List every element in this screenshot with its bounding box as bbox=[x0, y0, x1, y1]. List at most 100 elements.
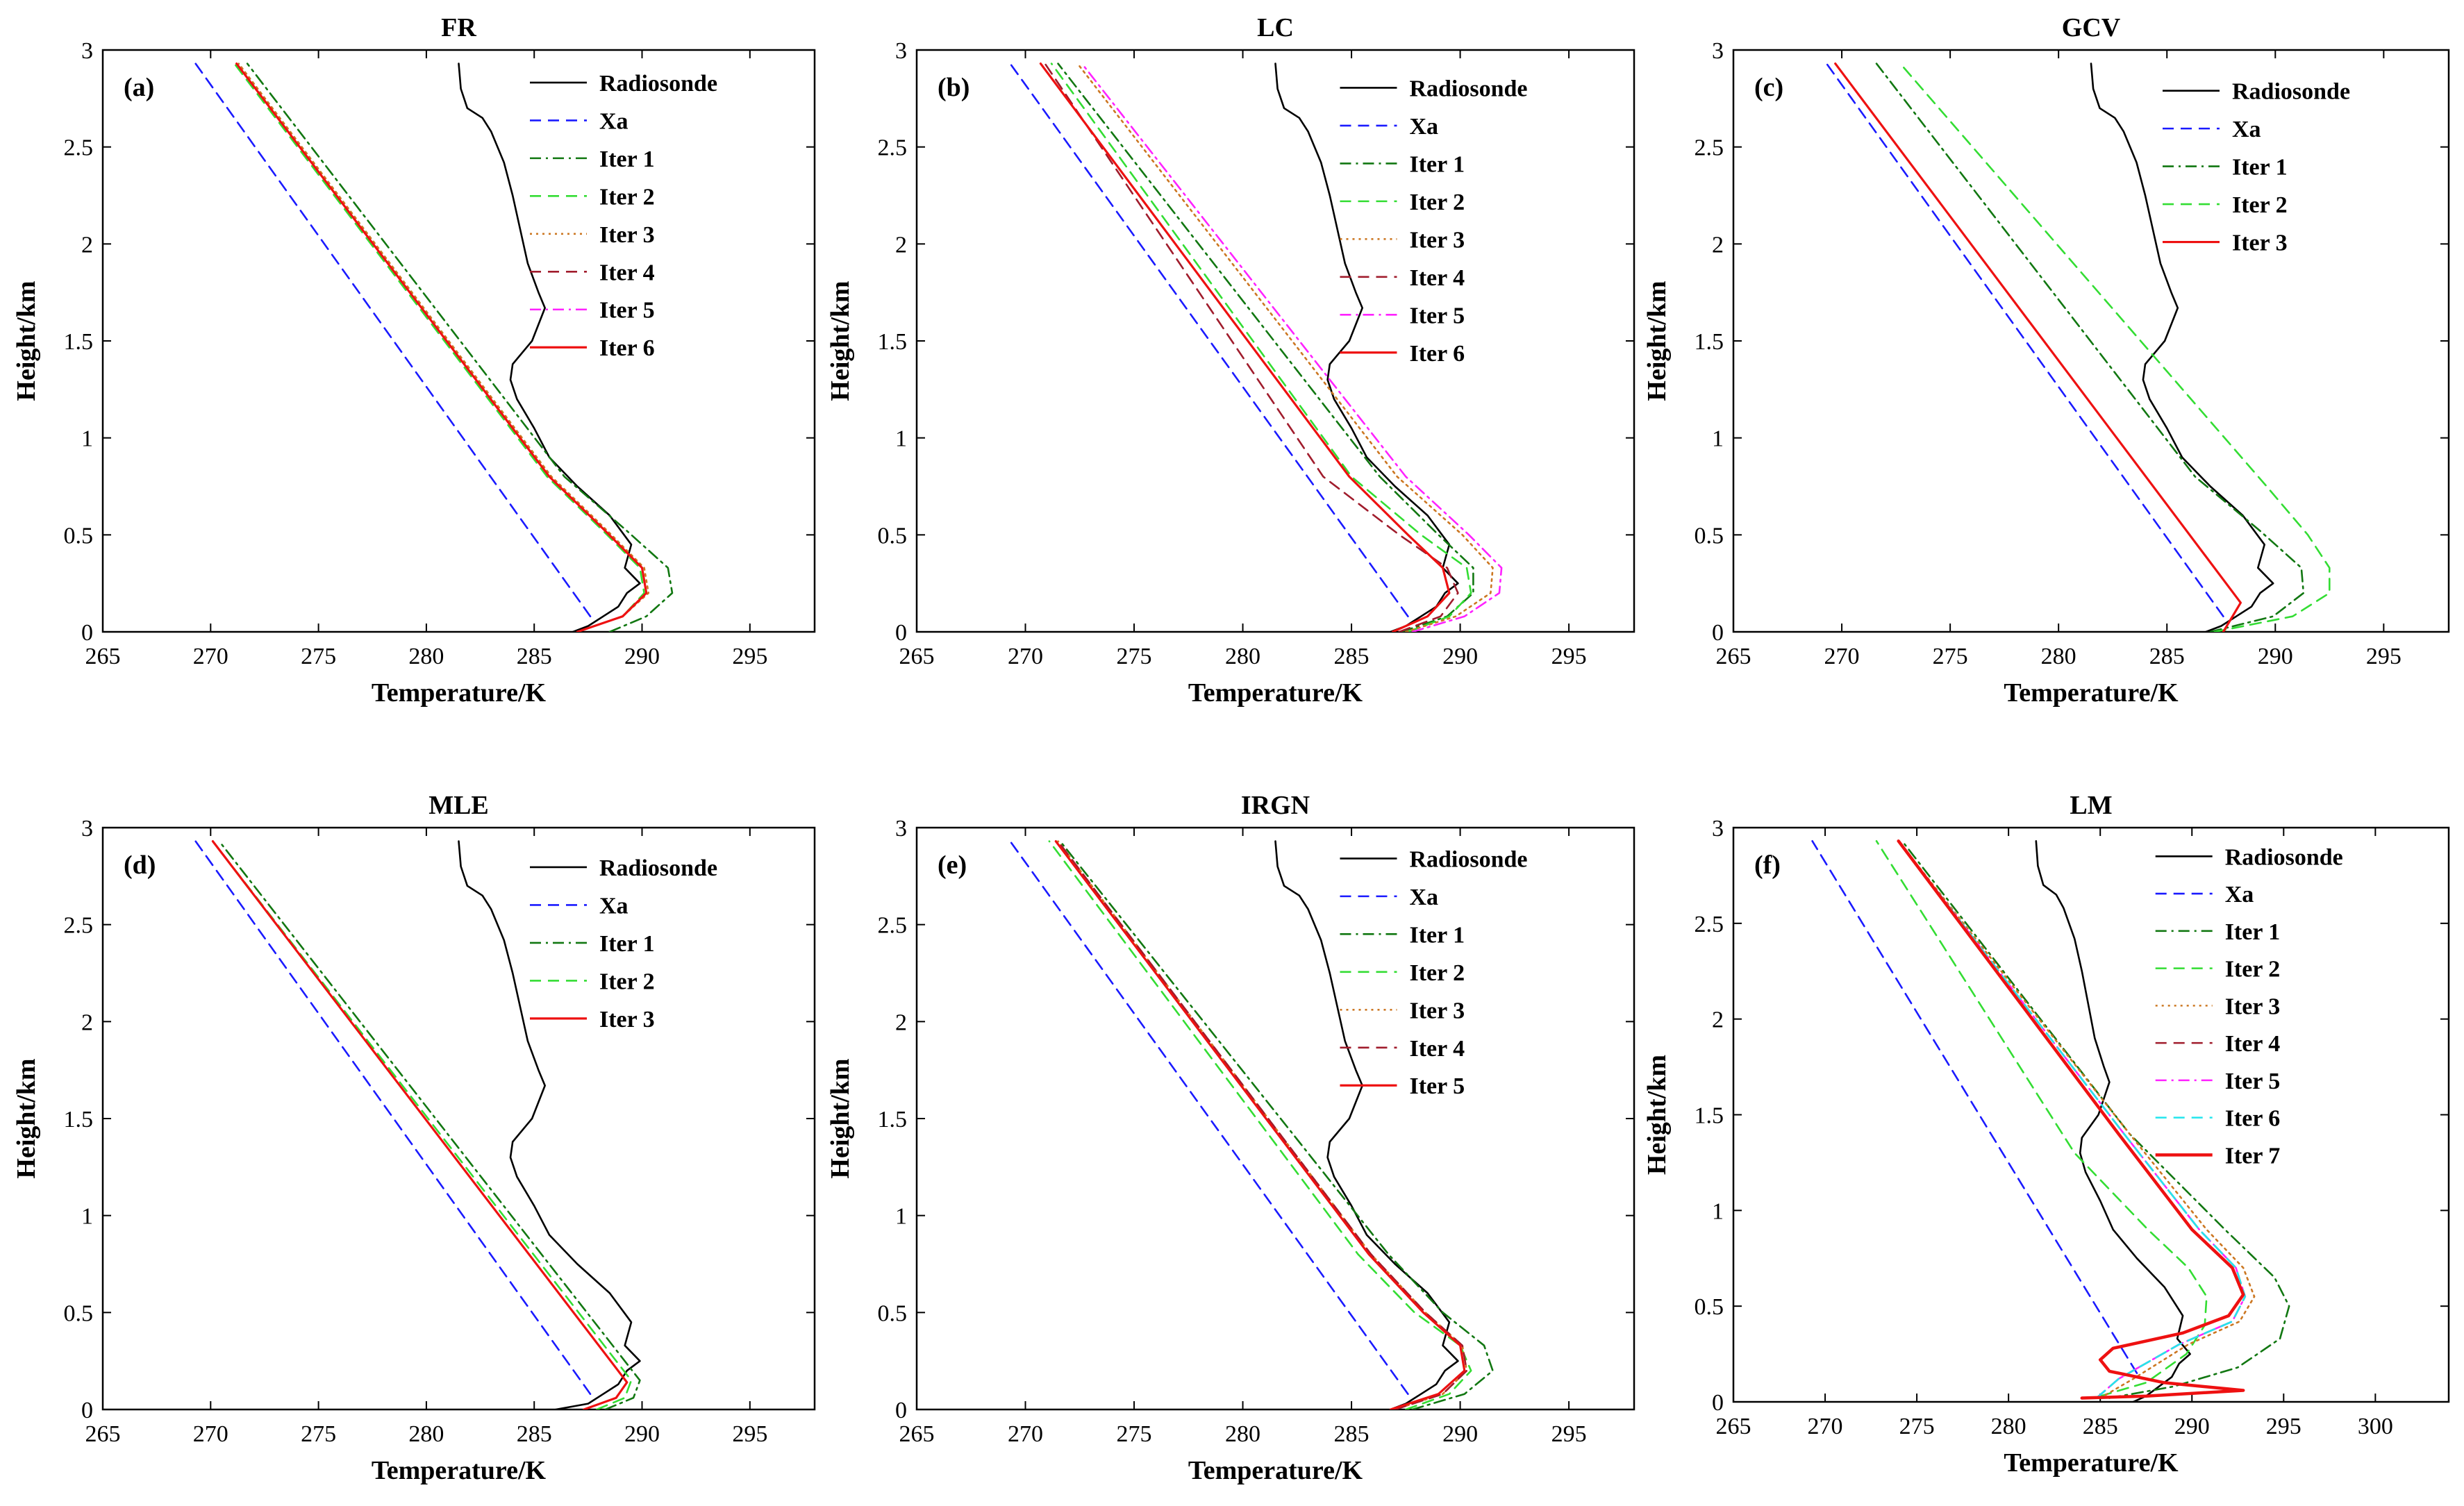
x-tick-label: 280 bbox=[1225, 644, 1260, 669]
x-tick-label: 270 bbox=[1824, 644, 1860, 669]
legend-label: Iter 5 bbox=[1409, 303, 1465, 328]
series-line-radiosonde bbox=[2035, 840, 2191, 1402]
series-line-xa bbox=[194, 840, 592, 1395]
y-axis-label: Height/km bbox=[826, 1058, 855, 1178]
series-line-xa bbox=[1825, 62, 2224, 618]
series-group bbox=[194, 839, 641, 1409]
legend: Radiosonde Xa Iter 1 Iter 2 Iter 3 bbox=[2163, 79, 2350, 256]
y-tick-label: 1.5 bbox=[878, 329, 908, 355]
chart-panel-5: 265 270 275 280 285 290 295 0 0.5 1 1.5 2 2.5 3 IRGN Te… bbox=[826, 791, 1635, 1485]
y-tick-label: 3 bbox=[1712, 816, 1724, 842]
legend-label: Iter 2 bbox=[2232, 192, 2288, 218]
y-tick-label: 3 bbox=[895, 38, 907, 64]
series-line-iter-1 bbox=[246, 62, 674, 632]
legend-label: Iter 6 bbox=[2225, 1106, 2281, 1132]
series-line-iter-1 bbox=[218, 840, 641, 1409]
legend-label: Iter 5 bbox=[599, 298, 655, 324]
legend-label: Iter 3 bbox=[599, 222, 655, 248]
legend-label: Iter 5 bbox=[2225, 1069, 2281, 1094]
series-group bbox=[194, 62, 674, 632]
legend-label: Iter 2 bbox=[599, 184, 655, 210]
legend-label: Iter 1 bbox=[2232, 155, 2288, 181]
legend-label: Iter 1 bbox=[599, 931, 655, 957]
legend-label: Iter 6 bbox=[599, 335, 655, 361]
y-tick-label: 3 bbox=[81, 38, 93, 64]
x-tick-label: 275 bbox=[1933, 644, 1968, 669]
x-tick-label: 285 bbox=[2149, 644, 2185, 669]
x-tick-label: 265 bbox=[899, 1421, 935, 1447]
x-tick-label: 265 bbox=[899, 644, 935, 669]
y-tick-label: 1 bbox=[895, 1204, 907, 1230]
legend-label: Xa bbox=[2225, 882, 2254, 907]
legend: Radiosonde Xa Iter 1 Iter 2 Iter 3 Iter 4 Iter… bbox=[530, 71, 717, 361]
x-tick-label: 285 bbox=[1334, 644, 1370, 669]
chart-panel-6: 265 270 275 280 285 290 295 300 0 0.5 1 1.5 2 2.5 3 LM T… bbox=[1642, 791, 2450, 1478]
y-tick-label: 2 bbox=[1712, 232, 1724, 258]
x-tick-label: 290 bbox=[1442, 644, 1478, 669]
legend: Radiosonde Xa Iter 1 Iter 2 Iter 3 bbox=[530, 855, 717, 1032]
x-tick-label: 275 bbox=[301, 644, 336, 669]
x-tick-label: 265 bbox=[1716, 644, 1751, 669]
legend-label: Iter 2 bbox=[1409, 190, 1465, 215]
y-tick-label: 2.5 bbox=[878, 135, 908, 161]
x-axis-label: Temperature/K bbox=[1188, 1456, 1363, 1485]
legend-label: Iter 6 bbox=[1409, 341, 1465, 367]
legend-label: Iter 2 bbox=[1409, 960, 1465, 986]
series-line-iter-2 bbox=[1048, 840, 1472, 1409]
series-line-iter-1 bbox=[1901, 840, 2290, 1399]
x-tick-label: 280 bbox=[408, 644, 444, 669]
legend-label: Iter 4 bbox=[1409, 265, 1465, 291]
x-axis-label: Temperature/K bbox=[2004, 678, 2179, 708]
panel-label: (f) bbox=[1754, 851, 1781, 880]
x-tick-label: 300 bbox=[2358, 1414, 2393, 1439]
chart-title: LC bbox=[1257, 13, 1294, 42]
y-tick-label: 1 bbox=[1712, 426, 1724, 452]
chart-title: FR bbox=[441, 13, 476, 42]
legend-label: Iter 4 bbox=[2225, 1031, 2281, 1057]
x-tick-label: 285 bbox=[2083, 1414, 2118, 1439]
series-line-iter-5 bbox=[1081, 62, 1503, 632]
plot-frame bbox=[1732, 826, 2450, 1403]
legend-label: Iter 2 bbox=[2225, 957, 2281, 982]
legend: Radiosonde Xa Iter 1 Iter 2 Iter 3 Iter 4 Iter… bbox=[2155, 844, 2343, 1169]
x-tick-label: 295 bbox=[732, 644, 767, 669]
chart-title: IRGN bbox=[1241, 791, 1310, 820]
y-tick-label: 0.5 bbox=[878, 1300, 908, 1326]
y-tick-label: 0 bbox=[895, 620, 907, 646]
y-tick-label: 1 bbox=[1712, 1198, 1724, 1224]
series-line-iter-7 bbox=[1897, 839, 2245, 1400]
legend-label: Iter 4 bbox=[1409, 1036, 1465, 1062]
y-tick-label: 2 bbox=[1712, 1007, 1724, 1033]
y-tick-label: 2.5 bbox=[1695, 135, 1724, 161]
x-tick-label: 270 bbox=[1008, 1421, 1043, 1447]
y-tick-label: 3 bbox=[895, 816, 907, 842]
series-line-iter-5 bbox=[1054, 839, 1466, 1409]
y-tick-label: 1 bbox=[895, 426, 907, 452]
chart-title: LM bbox=[2070, 791, 2112, 820]
legend-label: Xa bbox=[1409, 114, 1438, 140]
series-line-iter-3 bbox=[1897, 840, 2256, 1399]
series-line-iter-6 bbox=[235, 62, 648, 632]
series-line-xa bbox=[1009, 840, 1409, 1395]
x-tick-label: 280 bbox=[1991, 1414, 2026, 1439]
legend-label: Radiosonde bbox=[599, 855, 717, 881]
y-tick-label: 0.5 bbox=[1695, 523, 1724, 549]
x-tick-label: 290 bbox=[624, 1421, 660, 1447]
series-line-iter-4 bbox=[1057, 840, 1468, 1409]
y-tick-label: 1.5 bbox=[64, 329, 94, 355]
series-line-iter-2 bbox=[1050, 62, 1472, 632]
plot-frame bbox=[101, 49, 816, 633]
legend-label: Radiosonde bbox=[599, 71, 717, 97]
legend: Radiosonde Xa Iter 1 Iter 2 Iter 3 Iter 4 Iter… bbox=[1340, 846, 1528, 1099]
y-tick-label: 1.5 bbox=[878, 1107, 908, 1132]
series-line-radiosonde bbox=[458, 840, 641, 1409]
x-tick-label: 275 bbox=[1899, 1414, 1935, 1439]
y-tick-label: 1.5 bbox=[64, 1107, 94, 1132]
series-line-iter-2 bbox=[1899, 62, 2331, 632]
series-group bbox=[1009, 62, 1503, 632]
legend-label: Iter 3 bbox=[599, 1007, 655, 1032]
y-tick-label: 0 bbox=[81, 1398, 93, 1423]
x-tick-label: 285 bbox=[1334, 1421, 1370, 1447]
series-line-radiosonde bbox=[458, 62, 641, 632]
series-line-iter-2 bbox=[212, 840, 633, 1409]
